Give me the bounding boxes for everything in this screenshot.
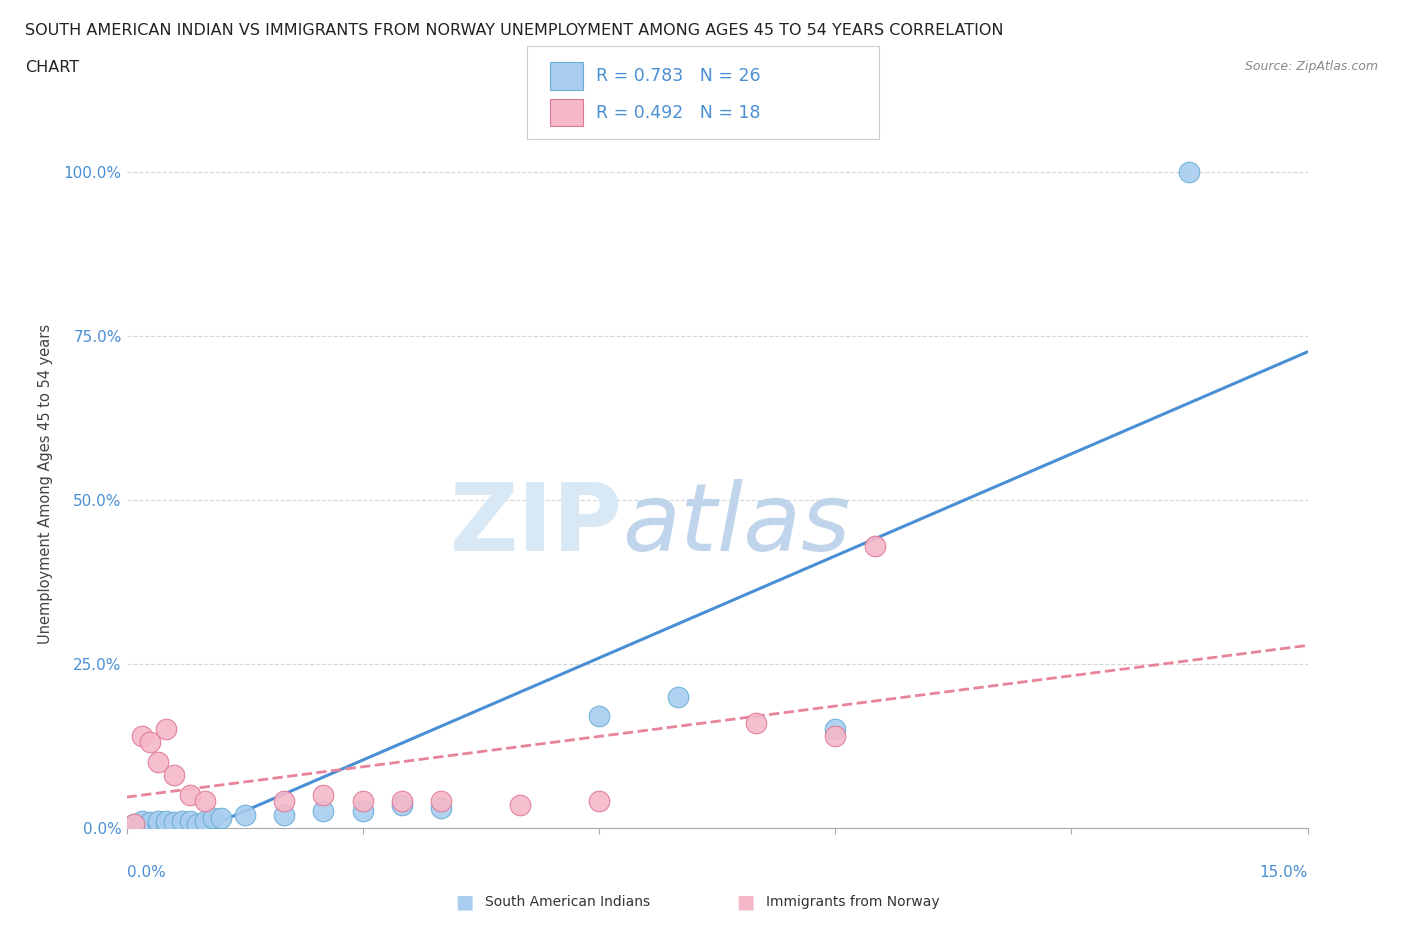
- Point: [139, 735, 162, 750]
- Point: [430, 801, 453, 816]
- Point: [124, 817, 146, 831]
- Point: [131, 728, 153, 743]
- Point: [273, 794, 295, 809]
- Point: [824, 728, 846, 743]
- Point: [202, 810, 225, 825]
- Point: [146, 755, 169, 770]
- Point: [139, 817, 162, 831]
- Point: [155, 722, 177, 737]
- Point: [139, 815, 162, 830]
- Point: [170, 814, 193, 829]
- Text: South American Indians: South American Indians: [485, 895, 650, 910]
- Point: [312, 788, 335, 803]
- Point: [824, 722, 846, 737]
- Point: [745, 715, 768, 730]
- Point: [391, 797, 413, 812]
- Point: [124, 817, 146, 831]
- Text: Immigrants from Norway: Immigrants from Norway: [766, 895, 939, 910]
- Point: [233, 807, 256, 822]
- Point: [146, 814, 169, 829]
- Point: [194, 814, 217, 829]
- Point: [146, 817, 169, 831]
- Point: [163, 815, 186, 830]
- Text: Source: ZipAtlas.com: Source: ZipAtlas.com: [1244, 60, 1378, 73]
- Point: [588, 709, 610, 724]
- Text: ■: ■: [454, 893, 474, 911]
- Point: [155, 817, 177, 831]
- Point: [163, 768, 186, 783]
- Point: [155, 814, 177, 829]
- Text: ■: ■: [735, 893, 755, 911]
- Point: [430, 794, 453, 809]
- Point: [131, 817, 153, 831]
- Point: [194, 794, 217, 809]
- Text: SOUTH AMERICAN INDIAN VS IMMIGRANTS FROM NORWAY UNEMPLOYMENT AMONG AGES 45 TO 54: SOUTH AMERICAN INDIAN VS IMMIGRANTS FROM…: [25, 23, 1004, 38]
- Point: [179, 814, 201, 829]
- Text: R = 0.783   N = 26: R = 0.783 N = 26: [596, 67, 761, 86]
- Point: [273, 807, 295, 822]
- Point: [209, 810, 232, 825]
- Point: [179, 788, 201, 803]
- Text: ZIP: ZIP: [450, 479, 623, 571]
- Point: [312, 804, 335, 818]
- Point: [352, 794, 374, 809]
- Point: [186, 817, 208, 831]
- Point: [588, 794, 610, 809]
- Text: 0.0%: 0.0%: [127, 865, 166, 880]
- Y-axis label: Unemployment Among Ages 45 to 54 years: Unemployment Among Ages 45 to 54 years: [38, 324, 52, 644]
- Point: [863, 538, 886, 553]
- Point: [509, 797, 531, 812]
- Point: [666, 689, 689, 704]
- Text: R = 0.492   N = 18: R = 0.492 N = 18: [596, 103, 761, 122]
- Point: [352, 804, 374, 818]
- Point: [391, 794, 413, 809]
- Text: CHART: CHART: [25, 60, 79, 75]
- Text: 15.0%: 15.0%: [1260, 865, 1308, 880]
- Point: [1178, 165, 1201, 179]
- Text: atlas: atlas: [623, 479, 851, 570]
- Point: [131, 814, 153, 829]
